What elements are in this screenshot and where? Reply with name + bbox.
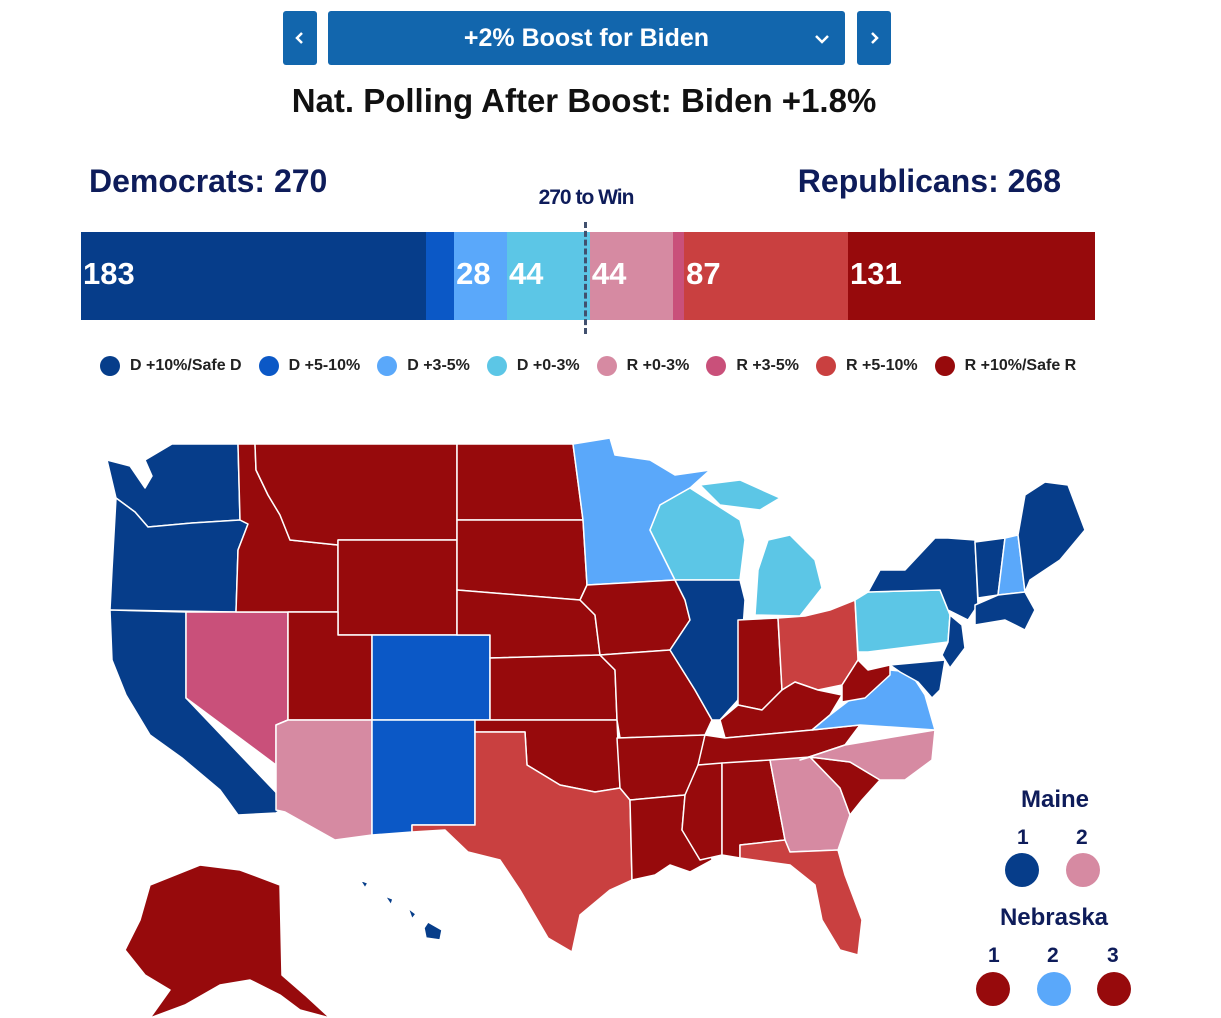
state-mi[interactable] (699, 479, 823, 617)
state-ny[interactable] (867, 537, 979, 621)
state-nc[interactable] (799, 729, 936, 781)
legend-item-r-0-3: R +0-3% (596, 356, 690, 376)
maine-district-2-label: 2 (1076, 826, 1088, 849)
legend-swatch (816, 356, 837, 376)
us-electoral-map (106, 437, 1086, 1018)
state-az[interactable] (275, 719, 373, 841)
legend-swatch (596, 356, 617, 376)
bar-segment-d-safe: 183 (81, 232, 426, 320)
legend-label: D +0-3% (516, 357, 580, 374)
nebraska-title: Nebraska (999, 904, 1109, 931)
legend-swatch (486, 356, 507, 376)
chevron-left-icon (295, 32, 303, 44)
maine-title: Maine (1020, 786, 1089, 813)
nebraska-district-2-dot[interactable] (1037, 972, 1071, 1006)
bar-segment-r-safe: 131 (848, 232, 1095, 320)
state-wi[interactable] (649, 487, 746, 581)
legend-item-d-0-3: D +0-3% (486, 356, 580, 376)
electoral-vote-bar: 183 28 44 44 87 131 (81, 232, 1095, 320)
state-md[interactable] (889, 659, 946, 699)
bar-segment-r-0-3: 44 (589, 232, 673, 320)
state-ak[interactable] (124, 864, 331, 1018)
chevron-down-icon (815, 35, 829, 44)
bar-segment-r-5-10: 87 (684, 232, 849, 320)
maine-district-1-dot[interactable] (1005, 853, 1039, 887)
maine-district-2-dot[interactable] (1066, 853, 1100, 887)
state-pa[interactable] (854, 589, 951, 653)
bar-segment-label: 44 (508, 256, 544, 291)
state-wv[interactable] (841, 659, 891, 703)
state-tx[interactable] (411, 731, 633, 953)
state-nd[interactable] (456, 443, 584, 521)
legend-swatch (258, 356, 279, 376)
next-scenario-button[interactable] (857, 11, 891, 65)
bar-segment-label: 28 (456, 256, 491, 291)
legend-label: D +5-10% (288, 357, 361, 374)
legend-swatch (934, 356, 955, 376)
state-co[interactable] (371, 634, 491, 721)
state-il[interactable] (669, 579, 746, 721)
legend: D +10%/Safe D D +5-10% D +3-5% D +0-3% R +0-… (100, 356, 1093, 376)
legend-label: D +3-5% (407, 357, 470, 374)
national-polling-text: Nat. Polling After Boost: Biden +1.8% (291, 82, 877, 119)
scenario-label: +2% Boost for Biden (463, 23, 710, 52)
bar-segment-label: 131 (850, 256, 902, 291)
bar-segment-r-3-5 (672, 232, 685, 320)
nebraska-district-1-dot[interactable] (976, 972, 1010, 1006)
state-wy[interactable] (337, 539, 458, 636)
state-hi[interactable] (359, 879, 443, 941)
legend-swatch (706, 356, 727, 376)
legend-item-r-5-10: R +5-10% (816, 356, 918, 376)
legend-label: R +0-3% (626, 357, 690, 374)
bar-segment-d-3-5: 28 (454, 232, 507, 320)
maine-district-1-label: 1 (1017, 826, 1029, 849)
win-threshold-label: 270 to Win (538, 186, 635, 209)
bar-segment-label: 44 (591, 256, 627, 291)
legend-item-d-3-5: D +3-5% (377, 356, 470, 376)
state-ks[interactable] (489, 654, 618, 721)
bar-segment-d-0-3: 44 (506, 232, 590, 320)
nebraska-district-3-dot[interactable] (1097, 972, 1131, 1006)
state-mt[interactable] (254, 443, 458, 546)
scenario-dropdown[interactable]: +2% Boost for Biden (328, 11, 845, 65)
legend-swatch (100, 356, 120, 376)
legend-item-d-5-10: D +5-10% (258, 356, 361, 376)
state-me[interactable] (1017, 481, 1086, 593)
previous-scenario-button[interactable] (283, 11, 317, 65)
state-nj[interactable] (941, 614, 966, 669)
nebraska-district-3-label: 3 (1107, 944, 1119, 967)
state-fl[interactable] (739, 839, 863, 956)
nebraska-district-1-label: 1 (988, 944, 1000, 967)
legend-item-r-3-5: R +3-5% (706, 356, 799, 376)
state-ma[interactable] (974, 591, 1036, 631)
legend-item-r-safe: R +10%/Safe R (934, 356, 1077, 376)
chevron-right-icon (871, 32, 879, 44)
legend-label: D +10%/Safe D (130, 357, 242, 374)
state-sd[interactable] (456, 519, 588, 601)
legend-item-d-safe: D +10%/Safe D (100, 356, 242, 376)
state-nm[interactable] (371, 719, 476, 836)
legend-label: R +5-10% (846, 357, 918, 374)
legend-label: R +10%/Safe R (964, 357, 1077, 374)
bar-segment-label: 87 (686, 256, 721, 291)
bar-segment-d-5-10 (425, 232, 455, 320)
legend-swatch (377, 356, 398, 376)
democrats-total: Democrats: 270 (89, 163, 328, 199)
nebraska-district-2-label: 2 (1047, 944, 1059, 967)
bar-segment-label: 183 (83, 256, 135, 291)
republicans-total: Republicans: 268 (797, 163, 1061, 199)
win-threshold-line (584, 222, 587, 334)
legend-label: R +3-5% (736, 357, 800, 374)
